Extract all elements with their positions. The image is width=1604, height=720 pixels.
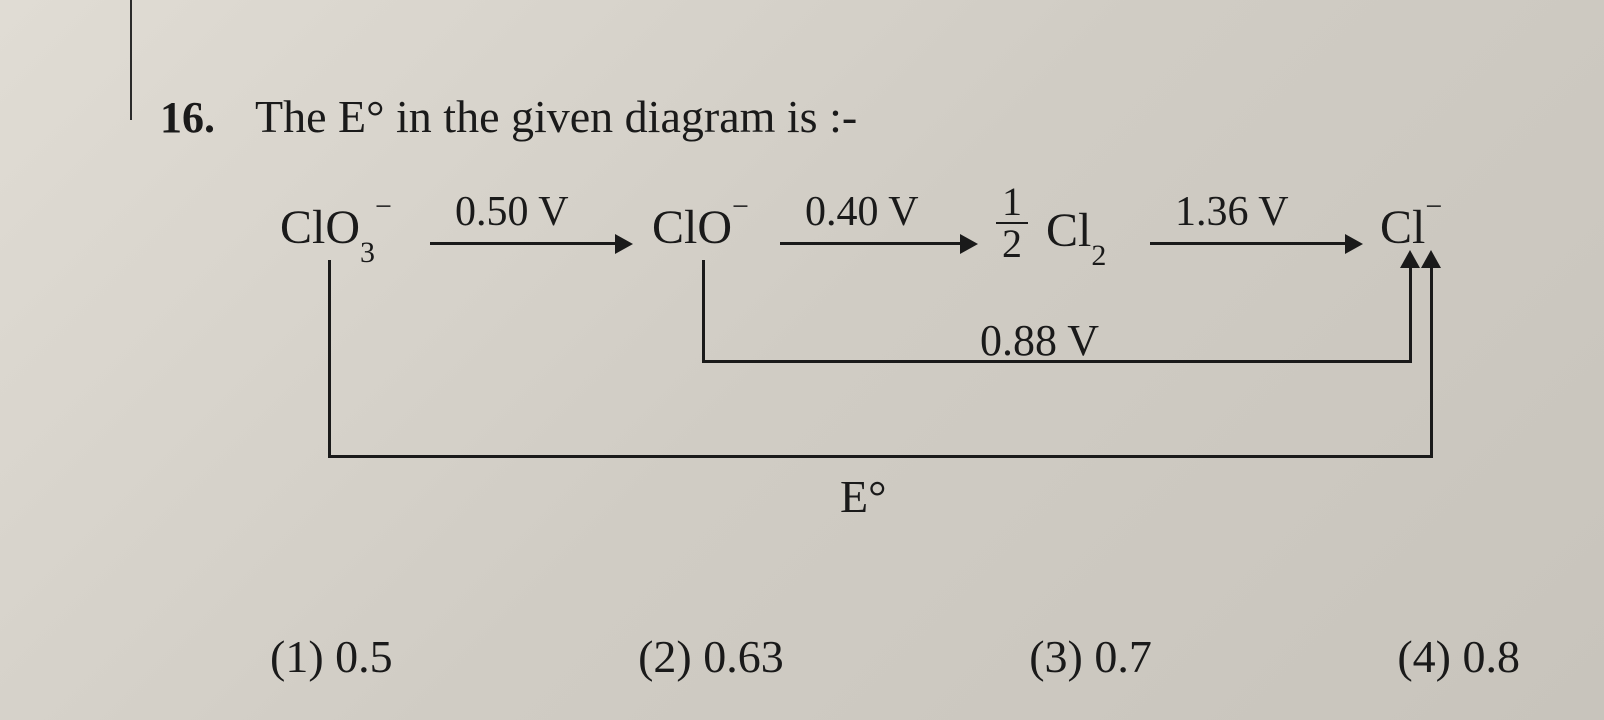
clo-base: ClO: [652, 201, 732, 254]
inner-bracket-right: [1409, 265, 1412, 360]
arrow-2-label: 0.40 V: [805, 188, 919, 236]
outer-bracket-arrow: [1421, 250, 1441, 268]
outer-bracket-right: [1430, 265, 1433, 455]
arrow-2-line: [780, 242, 960, 245]
species-cl: Cl−: [1380, 200, 1442, 255]
outer-bracket-left: [328, 260, 331, 455]
inner-bracket-arrow: [1400, 250, 1420, 268]
question-row: 16. The E° in the given diagram is :-: [160, 90, 857, 143]
frac-top: 1: [996, 182, 1028, 224]
species-clo: ClO−: [652, 200, 749, 255]
option-4: (4) 0.8: [1397, 630, 1520, 683]
page-container: 16. The E° in the given diagram is :- Cl…: [60, 0, 1540, 720]
outer-bracket-bottom: [328, 455, 1433, 458]
inner-bracket-label: 0.88 V: [980, 315, 1099, 366]
question-number: 16.: [160, 92, 215, 143]
option-2: (2) 0.63: [638, 630, 784, 683]
options-row: (1) 0.5 (2) 0.63 (3) 0.7 (4) 0.8: [270, 630, 1520, 683]
cl-base: Cl: [1380, 201, 1425, 254]
clo3-sub: 3: [360, 236, 375, 269]
inner-bracket-left: [702, 260, 705, 360]
species-half-cl2: 1 2 Cl 2: [990, 182, 1106, 264]
clo-charge: −: [732, 190, 749, 223]
arrow-1-label: 0.50 V: [455, 188, 569, 236]
species-row: ClO3− 0.50 V ClO− 0.40 V 1: [280, 200, 1530, 280]
fraction-half: 1 2: [996, 182, 1028, 264]
cl-charge: −: [1425, 190, 1442, 223]
clo3-charge: −: [375, 190, 392, 223]
arrow-1-head: [615, 234, 633, 254]
arrow-2-head: [960, 234, 978, 254]
question-text: The E° in the given diagram is :-: [255, 90, 857, 143]
outer-bracket-label: E°: [840, 470, 887, 523]
arrow-3-head: [1345, 234, 1363, 254]
arrow-3-line: [1150, 242, 1345, 245]
latimer-diagram: ClO3− 0.50 V ClO− 0.40 V 1: [280, 180, 1530, 500]
clo3-base: ClO: [280, 201, 360, 254]
species-clo3: ClO3−: [280, 200, 392, 262]
arrow-1-line: [430, 242, 615, 245]
cl2-sub: 2: [1091, 239, 1106, 272]
cl2-base: Cl: [1046, 204, 1091, 257]
frac-bot: 2: [996, 224, 1028, 264]
arrow-3-label: 1.36 V: [1175, 188, 1289, 236]
option-1: (1) 0.5: [270, 630, 393, 683]
margin-rule: [130, 0, 132, 120]
option-3: (3) 0.7: [1029, 630, 1152, 683]
